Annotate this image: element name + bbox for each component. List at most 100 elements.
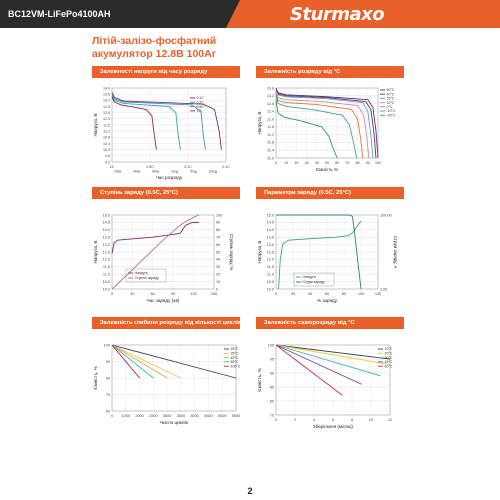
y-axis-label: Напруга, В — [257, 112, 262, 135]
title-line-2: акумулятор 12.8В 100Аг — [92, 48, 217, 60]
x-sub-tick-label: 40хв — [133, 170, 140, 174]
series-line — [275, 93, 364, 159]
x-tick-label: 80 — [342, 292, 346, 296]
series-line — [111, 221, 200, 254]
series-line — [275, 87, 379, 159]
y2-tick-label: 40 — [216, 258, 220, 262]
y-tick-label: 15.0 — [103, 213, 110, 217]
x-tick-label: 100 — [358, 292, 364, 296]
series-line — [111, 97, 157, 150]
model-label: BC12VM-LiFePo4100AH — [0, 0, 246, 28]
legend-label: 1C — [197, 109, 202, 113]
y-tick-label: 11.0 — [103, 273, 110, 277]
y-axis-label: Напруга, В — [257, 241, 262, 264]
y-tick-label: 10.4 — [267, 149, 274, 153]
y-tick-label: 10.5 — [267, 280, 274, 284]
series-line — [275, 99, 338, 159]
series-line — [111, 344, 182, 379]
x-tick-label: 100 — [375, 161, 381, 165]
x-tick-label: 3500 — [177, 414, 185, 418]
x-sub-tick-label: 10год — [208, 170, 217, 174]
y2-axis-label: Струм заряду, А — [393, 236, 398, 269]
x-tick-label: 5500 — [232, 414, 240, 418]
chart-svg-p1: 14.0 13.6 13.2 12.8 12.4 12.0 11.6 11.2 10.8 10.4… — [93, 86, 230, 180]
x-tick-label: 120 — [190, 292, 196, 296]
y-tick-label: 10.0 — [103, 287, 110, 291]
x-tick-label: 4 — [313, 418, 315, 422]
legend-label: 100°C — [231, 364, 241, 368]
y2-tick-label: 50 — [216, 250, 220, 254]
legend-label: 45°C — [385, 360, 393, 364]
series-line — [111, 344, 154, 379]
x-tick-label: 30 — [305, 161, 309, 165]
series-line — [275, 90, 374, 159]
legend-label: 10°C — [385, 347, 393, 351]
y-tick-label: 15.0 — [267, 213, 274, 217]
chart-self-discharge: 100 95 90 85 80 75 0 2 4 6 8 10 12 Зберігання (місяці… — [250, 331, 410, 443]
y-tick-label: 13.5 — [103, 236, 110, 240]
legend-label: 25°C — [387, 97, 395, 101]
x-tick-label: 50 — [325, 161, 329, 165]
x-tick-label: 4500 — [204, 414, 212, 418]
legend-label: 0.1C — [197, 96, 205, 100]
x-tick-label: 1000 — [122, 414, 130, 418]
y-tick-label: 80 — [106, 376, 110, 380]
chart-discharge-time: 14.0 13.6 13.2 12.8 12.4 12.0 11.6 11.2 10.8 10.4… — [86, 80, 246, 192]
legend-label: 50°C — [387, 88, 395, 92]
x-axis-label: Ємність % — [316, 167, 338, 172]
panel-title-cycle-depth: Залежність глибини розряду від кількості… — [92, 317, 241, 329]
series-line — [275, 344, 343, 396]
y-tick-label: 90 — [106, 360, 110, 364]
chart-charge-params: 15.0 14.5 14.0 13.5 13.0 12.5 12.0 11.5 11.0 10.5… — [250, 201, 410, 313]
y-tick-label: 13.5 — [267, 236, 274, 240]
x-tick-label: 4000 — [190, 414, 198, 418]
page-number: 2 — [247, 486, 253, 496]
legend-label: 30°C — [385, 356, 393, 360]
legend-label: 0.2C — [197, 101, 205, 105]
series-line — [278, 220, 362, 290]
series-line — [111, 344, 140, 379]
y-tick-label: 14.5 — [103, 221, 110, 225]
y-tick-label: 13.2 — [103, 99, 110, 103]
legend-box — [293, 272, 335, 287]
panel-title-charge-level: Ступінь заряду (0.5C, 25°C) — [92, 187, 240, 199]
x-tick-label: 90 — [366, 161, 370, 165]
y-tick-label: 13.6 — [103, 92, 110, 96]
panel-title-discharge-time: Залежності напруги від часу розряду — [92, 66, 240, 78]
x-tick-label: 2 — [294, 418, 296, 422]
y-tick-label: 11.2 — [267, 133, 274, 137]
series-line — [111, 214, 200, 290]
legend-label: Струм заряду — [303, 280, 326, 284]
x-tick-label: 30 — [130, 292, 134, 296]
chart-svg-p6: 100 95 90 85 80 750 2 4 6 8 10 12 Зберігання (місяці… — [257, 343, 393, 429]
y-tick-label: 12.4 — [267, 110, 274, 114]
y-tick-label: 10.5 — [103, 280, 110, 284]
legend-label: Напруга — [303, 275, 316, 279]
y-tick-label: 75 — [270, 413, 274, 417]
x-tick-label: 60 — [335, 161, 339, 165]
x-tick-label: 0 — [111, 292, 113, 296]
y-tick-label: 10.0 — [267, 156, 274, 160]
legend-label: 0.5C — [197, 105, 205, 109]
y-tick-label: 11.6 — [267, 125, 274, 129]
y-tick-label: 12.0 — [267, 117, 274, 121]
series-line — [275, 344, 391, 366]
y-tick-label: 11.5 — [267, 265, 274, 269]
y-tick-label: 13.2 — [267, 94, 274, 98]
y-tick-label: 11.6 — [103, 123, 110, 127]
series-line — [111, 93, 206, 150]
y-tick-label: 14.0 — [267, 228, 274, 232]
x-tick-label: 40 — [315, 161, 319, 165]
y-tick-label: 95 — [270, 357, 274, 361]
legend-label: 55°C — [231, 360, 239, 364]
x-tick-label: 90 — [171, 292, 175, 296]
y-tick-label: 10.0 — [103, 148, 110, 152]
plot-frame — [275, 344, 391, 416]
y-tick-label: 14.5 — [267, 221, 274, 225]
y2-tick-label: 1.00 — [380, 287, 387, 291]
y-tick-label: 12.8 — [103, 105, 110, 109]
x-tick-label: 60 — [325, 292, 329, 296]
title-line-1: Літій-залізо-фосфатний — [92, 35, 217, 47]
x-tick-label: 12 — [388, 418, 392, 422]
legend-label: 40°C — [387, 92, 395, 96]
